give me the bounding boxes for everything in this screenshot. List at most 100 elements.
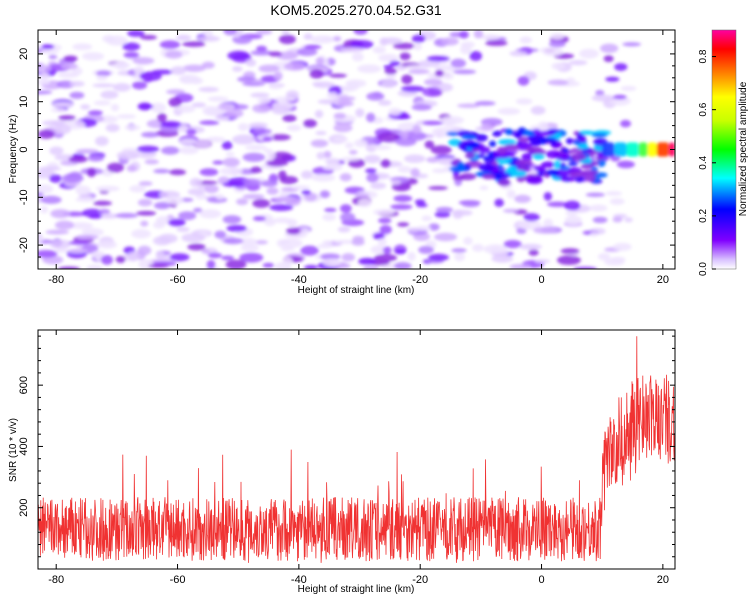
heatmap-cell [647,142,657,157]
heatmap-cell [613,242,632,251]
heatmap-cell [95,136,109,147]
heatmap-cell [498,138,517,146]
heatmap-cell [273,217,292,224]
heatmap-cell [454,252,466,262]
heatmap-cell [301,189,311,196]
heatmap-cell [614,63,628,71]
heatmap-cell [517,76,530,86]
heatmap-cell [97,240,117,249]
heatmap-cell [141,131,160,138]
heatmap-cell [198,86,219,93]
heatmap-cell [589,231,599,237]
heatmap-cell [205,136,226,143]
heatmap-cell [559,166,571,171]
heatmap-cell [266,160,288,167]
heatmap-cell [256,45,267,52]
heatmap-cell [51,101,75,108]
heatmap-cell [464,152,476,159]
heatmap-cell [340,156,360,161]
heatmap-cell [221,141,233,150]
heatmap-cell [382,246,392,255]
heatmap-cell [262,136,273,142]
heatmap-cell [136,210,157,216]
heatmap-cell [323,150,332,159]
x-tick-label: -20 [412,274,428,286]
x-tick-label: 20 [657,274,669,286]
heatmap-cell [521,152,533,162]
heatmap-cell [353,30,368,35]
heatmap-cell [164,50,183,59]
heatmap-cell [266,150,276,161]
heatmap-cell [58,115,76,121]
heatmap-cell [112,83,131,92]
heatmap-cell [72,43,93,51]
heatmap-cell [547,79,569,86]
heatmap-cell [365,168,377,174]
heatmap-cell [406,227,420,232]
heatmap-cell [573,266,598,269]
heatmap-cell [612,94,627,100]
heatmap-cell [168,97,182,108]
heatmap-cell [612,216,623,223]
heatmap-cell [187,243,206,251]
heatmap-cell [597,252,611,261]
heatmap-cell [61,173,84,183]
heatmap-cell [232,66,243,72]
heatmap-cell [404,154,426,163]
heatmap-cell [50,107,67,113]
heatmap-cell [609,198,625,205]
heatmap-cell [580,163,594,170]
heatmap-cell [337,100,354,107]
heatmap-cell [286,227,301,235]
heatmap-cell [379,225,392,235]
heatmap-cell [54,248,69,253]
heatmap-cell [390,204,413,210]
heatmap-cell [451,248,467,253]
heatmap-cell [400,85,425,93]
x-tick-label: -80 [48,574,64,586]
heatmap-cell [543,192,553,201]
heatmap-cell [472,244,484,252]
heatmap-cell [426,55,450,62]
heatmap-cell [457,103,481,108]
colorbar-frame [711,29,737,270]
heatmap-cell [279,190,288,198]
heatmap-cell [222,215,242,224]
heatmap-cell [250,50,273,56]
heatmap-cell [428,186,448,191]
heatmap-cell [166,89,186,95]
heatmap-cell [494,198,504,208]
heatmap-cell [49,146,64,156]
heatmap-cell [441,37,459,46]
heatmap-cell [603,55,614,63]
heatmap-cell [566,77,576,83]
heatmap-cell [41,44,55,50]
heatmap-cell [364,154,381,164]
heatmap-cell [497,107,521,115]
heatmap-cell [168,218,186,227]
heatmap-cell [131,81,148,90]
heatmap-cell [518,220,542,230]
heatmap-cell [568,59,588,66]
heatmap-cell [602,142,615,157]
heatmap-cell [140,220,149,227]
heatmap-cell [452,209,473,216]
heatmap-cell [126,164,137,172]
colorbar-tick-label: 0.0 [698,262,709,276]
heatmap-cell [428,253,449,262]
y-tick-label: 10 [18,96,30,108]
heatmap-cell [240,243,259,252]
heatmap-cell [131,229,151,239]
heatmap-cell [193,207,203,213]
heatmap-cell [38,79,51,86]
heatmap-cell [266,187,279,195]
heatmap-cell [372,232,385,240]
heatmap-cell [68,240,90,245]
heatmap-cell [257,97,271,104]
heatmap-cell [390,179,402,186]
heatmap-cell [340,212,356,223]
heatmap-cell [317,99,340,105]
heatmap-cell [75,185,91,196]
heatmap-cell [226,224,247,232]
heatmap-cell [396,65,407,71]
